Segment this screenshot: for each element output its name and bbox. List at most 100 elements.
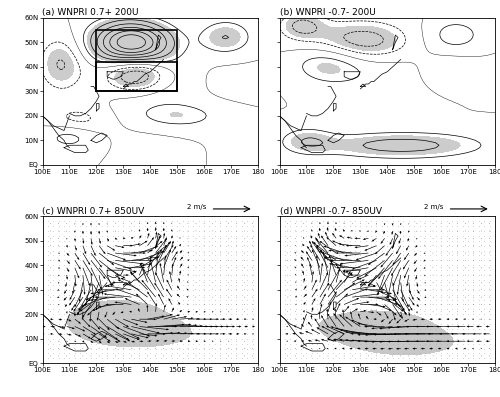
Point (335, 247, 343, 254)
Point (82, 321, 90, 327)
Point (222, 297, 230, 303)
Point (152, 355, 160, 362)
Point (98, 291, 106, 298)
Point (276, 341, 283, 347)
Point (124, 257, 132, 264)
Point (454, 297, 462, 303)
Point (297, 326, 305, 332)
Point (194, 345, 202, 352)
Point (416, 213, 424, 220)
Point (173, 316, 181, 322)
Point (66, 257, 74, 264)
Point (82, 316, 90, 322)
Point (470, 228, 478, 234)
Point (82, 326, 90, 332)
Point (324, 326, 332, 332)
Point (276, 301, 283, 308)
Point (54, 341, 62, 347)
Point (87, 331, 95, 337)
Point (405, 306, 413, 312)
Point (232, 350, 240, 357)
Point (227, 243, 235, 249)
Point (136, 213, 143, 220)
Point (351, 228, 359, 234)
Point (44, 335, 52, 342)
Point (470, 218, 478, 224)
Point (281, 277, 289, 283)
Point (168, 262, 176, 268)
Point (157, 267, 165, 274)
Point (44, 355, 52, 362)
Point (458, 277, 466, 283)
Point (227, 345, 235, 352)
Point (254, 350, 262, 357)
Point (66, 335, 74, 342)
Point (475, 267, 483, 274)
Point (324, 282, 332, 288)
Point (50, 311, 58, 318)
Point (184, 223, 192, 229)
Point (400, 247, 407, 254)
Point (475, 321, 483, 327)
Point (426, 213, 434, 220)
Point (480, 237, 488, 244)
Point (297, 291, 305, 298)
Point (335, 262, 343, 268)
Point (173, 345, 181, 352)
Point (136, 335, 143, 342)
Point (190, 355, 198, 362)
Point (200, 252, 208, 259)
Point (136, 228, 143, 234)
Point (162, 316, 170, 322)
Point (222, 223, 230, 229)
Point (44, 223, 52, 229)
Point (152, 321, 160, 327)
Point (410, 355, 418, 362)
Point (206, 257, 214, 264)
Point (416, 355, 424, 362)
Point (340, 257, 348, 264)
Point (432, 345, 440, 352)
Point (54, 345, 62, 352)
Point (458, 360, 466, 366)
Point (448, 252, 456, 259)
Point (200, 282, 208, 288)
Point (351, 267, 359, 274)
Point (136, 306, 143, 312)
Point (178, 262, 186, 268)
Point (114, 257, 122, 264)
Point (44, 345, 52, 352)
Point (103, 282, 111, 288)
Point (442, 355, 450, 362)
Point (416, 311, 424, 318)
Point (351, 316, 359, 322)
Point (66, 237, 74, 244)
Point (200, 228, 208, 234)
Point (162, 247, 170, 254)
Point (491, 252, 499, 259)
Point (206, 228, 214, 234)
Point (448, 272, 456, 278)
Point (254, 311, 262, 318)
Point (372, 257, 380, 264)
Point (82, 233, 90, 239)
Point (400, 345, 407, 352)
Point (66, 311, 74, 318)
Point (141, 326, 149, 332)
Point (136, 331, 143, 337)
Point (432, 228, 440, 234)
Point (297, 301, 305, 308)
Point (362, 262, 370, 268)
Point (464, 360, 472, 366)
Point (194, 331, 202, 337)
Point (372, 262, 380, 268)
Point (378, 291, 386, 298)
Point (168, 350, 176, 357)
Point (157, 311, 165, 318)
Point (194, 223, 202, 229)
Point (238, 335, 246, 342)
Point (38, 355, 46, 362)
Point (232, 335, 240, 342)
Point (346, 228, 354, 234)
Point (92, 213, 100, 220)
